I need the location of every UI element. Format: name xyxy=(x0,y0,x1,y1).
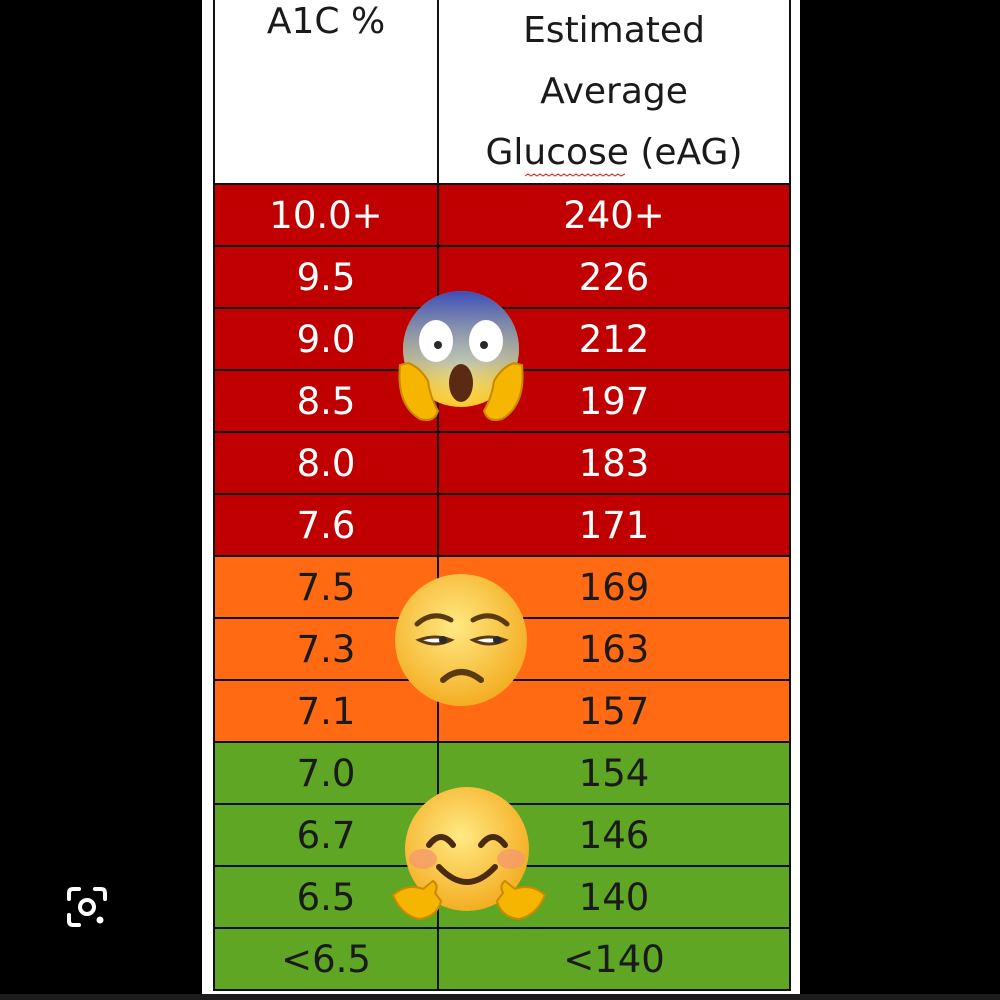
header-row: A1C % Estimated Average Glucose (eAG) xyxy=(213,0,791,185)
a1c-cell: 7.1 xyxy=(213,679,439,743)
hugging-face-icon xyxy=(391,787,547,921)
a1c-cell: 6.7 xyxy=(213,803,439,867)
eag-header-line-1: Estimated xyxy=(523,10,705,51)
a1c-cell: <6.5 xyxy=(213,927,439,991)
eag-cell: 171 xyxy=(437,493,791,557)
eag-cell: 240+ xyxy=(437,183,791,247)
a1c-cell: 10.0+ xyxy=(213,183,439,247)
bottom-bar xyxy=(0,994,1000,1000)
google-lens-button[interactable] xyxy=(58,878,116,936)
table-row: 10.0+ 240+ xyxy=(213,183,791,247)
table-row: 7.6 171 xyxy=(213,493,791,557)
eag-header-line-3: Glucose (eAG) xyxy=(485,122,743,183)
a1c-cell: 9.0 xyxy=(213,307,439,371)
eag-cell: 183 xyxy=(437,431,791,495)
table-row: 9.0 212 xyxy=(213,307,791,371)
spellcheck-squiggle xyxy=(525,173,626,177)
google-lens-icon xyxy=(67,887,107,927)
unamused-face-icon xyxy=(395,574,527,706)
a1c-cell: 7.0 xyxy=(213,741,439,805)
a1c-cell: 7.6 xyxy=(213,493,439,557)
eag-header: Estimated Average Glucose (eAG) xyxy=(437,0,791,185)
table-row: 7.0 154 xyxy=(213,741,791,805)
face-screaming-in-fear-icon xyxy=(398,291,524,421)
a1c-cell: 8.0 xyxy=(213,431,439,495)
eag-header-line-2: Average xyxy=(540,71,688,112)
eag-cell: 226 xyxy=(437,245,791,309)
table-row: <6.5 <140 xyxy=(213,927,791,991)
eag-cell: <140 xyxy=(437,927,791,991)
a1c-cell: 7.5 xyxy=(213,555,439,619)
a1c-cell: 9.5 xyxy=(213,245,439,309)
eag-header-line-3-text: Glucose (eAG) xyxy=(485,132,743,173)
a1c-cell: 7.3 xyxy=(213,617,439,681)
table-row: 9.5 226 xyxy=(213,245,791,309)
table-row: 8.0 183 xyxy=(213,431,791,495)
a1c-header: A1C % xyxy=(213,0,439,185)
a1c-cell: 8.5 xyxy=(213,369,439,433)
